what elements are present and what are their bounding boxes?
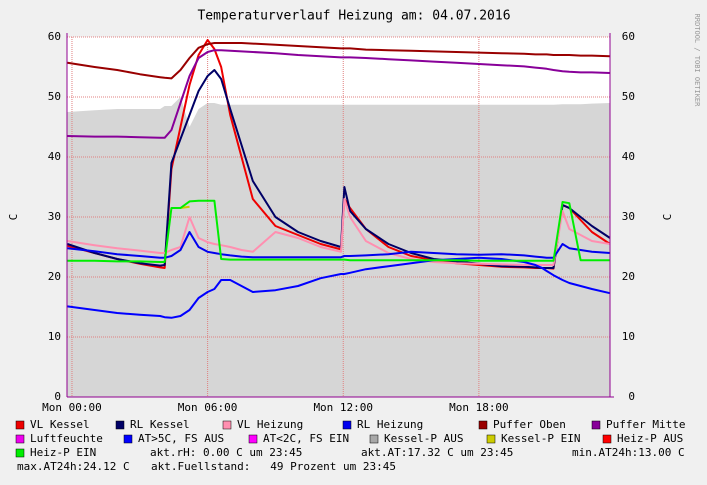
legend-label: Heiz-P EIN: [30, 446, 96, 459]
legend-swatch: [115, 420, 125, 430]
chart-title: Temperaturverlauf Heizung am: 04.07.2016: [197, 9, 510, 24]
legend-label: VL Kessel: [30, 418, 90, 431]
note: akt.rH: 0.00 C um 23:45: [150, 446, 302, 459]
legend-swatch: [369, 434, 379, 444]
legend-swatch: [248, 434, 258, 444]
note: max.AT24h:24.12 C: [17, 460, 130, 473]
line: [67, 256, 611, 319]
y-tick-label-right: 0: [628, 390, 635, 403]
x-tick-label: Mon 06:00: [178, 401, 238, 414]
legend-label: Puffer Oben: [493, 418, 566, 431]
y-tick-label-right: 40: [622, 150, 635, 163]
y-tick-label-right: 60: [622, 30, 635, 43]
legend-swatch: [15, 420, 25, 430]
y-tick-label: 60: [48, 30, 61, 43]
y-tick-label: 40: [48, 150, 61, 163]
legend-label: RL Kessel: [130, 418, 190, 431]
legend-label: AT>5C, FS AUS: [138, 432, 224, 445]
note: akt.AT:17.32 C um 23:45: [361, 446, 513, 459]
note: min.AT24h:13.00 C: [572, 446, 685, 459]
legend-swatch: [342, 420, 352, 430]
x-tick-label: Mon 00:00: [42, 401, 102, 414]
y-tick-label: 20: [48, 270, 61, 283]
legend-label: Puffer Mitte: [606, 418, 685, 431]
legend-swatch: [602, 434, 612, 444]
y-tick-label-right: 30: [622, 210, 635, 223]
legend-label: Kessel-P EIN: [501, 432, 580, 445]
legend-label: VL Heizung: [237, 418, 303, 431]
legend-label: Kessel-P AUS: [384, 432, 463, 445]
note: akt.Fuellstand: 49 Prozent um 23:45: [151, 460, 396, 473]
legend-swatch: [15, 448, 25, 458]
legend-swatch: [591, 420, 601, 430]
legend-swatch: [222, 420, 232, 430]
y-tick-label-right: 20: [622, 270, 635, 283]
line: [67, 231, 611, 259]
legend-label: Luftfeuchte: [30, 432, 103, 445]
legend-label: AT<2C, FS EIN: [263, 432, 349, 445]
y-tick-label: 50: [48, 90, 61, 103]
legend-swatch: [478, 420, 488, 430]
legend-swatch: [15, 434, 25, 444]
legend-label: RL Heizung: [357, 418, 423, 431]
legend-swatch: [486, 434, 496, 444]
watermark: RRDTOOL / TOBI OETIKER: [693, 14, 701, 108]
y-tick-label: 0: [54, 390, 61, 403]
y-tick-label-right: 10: [622, 330, 635, 343]
y-axis-label-right: C: [661, 214, 674, 221]
legend-swatch: [123, 434, 133, 444]
y-axis-label: C: [7, 214, 20, 221]
x-tick-label: Mon 18:00: [449, 401, 509, 414]
line: [67, 199, 610, 263]
x-tick-label: Mon 12:00: [313, 401, 373, 414]
line: [67, 42, 611, 80]
legend-label: Heiz-P AUS: [617, 432, 683, 445]
y-tick-label: 10: [48, 330, 61, 343]
line: [67, 49, 611, 139]
line: [67, 198, 611, 266]
y-tick-label-right: 50: [622, 90, 635, 103]
y-tick-label: 30: [48, 210, 61, 223]
